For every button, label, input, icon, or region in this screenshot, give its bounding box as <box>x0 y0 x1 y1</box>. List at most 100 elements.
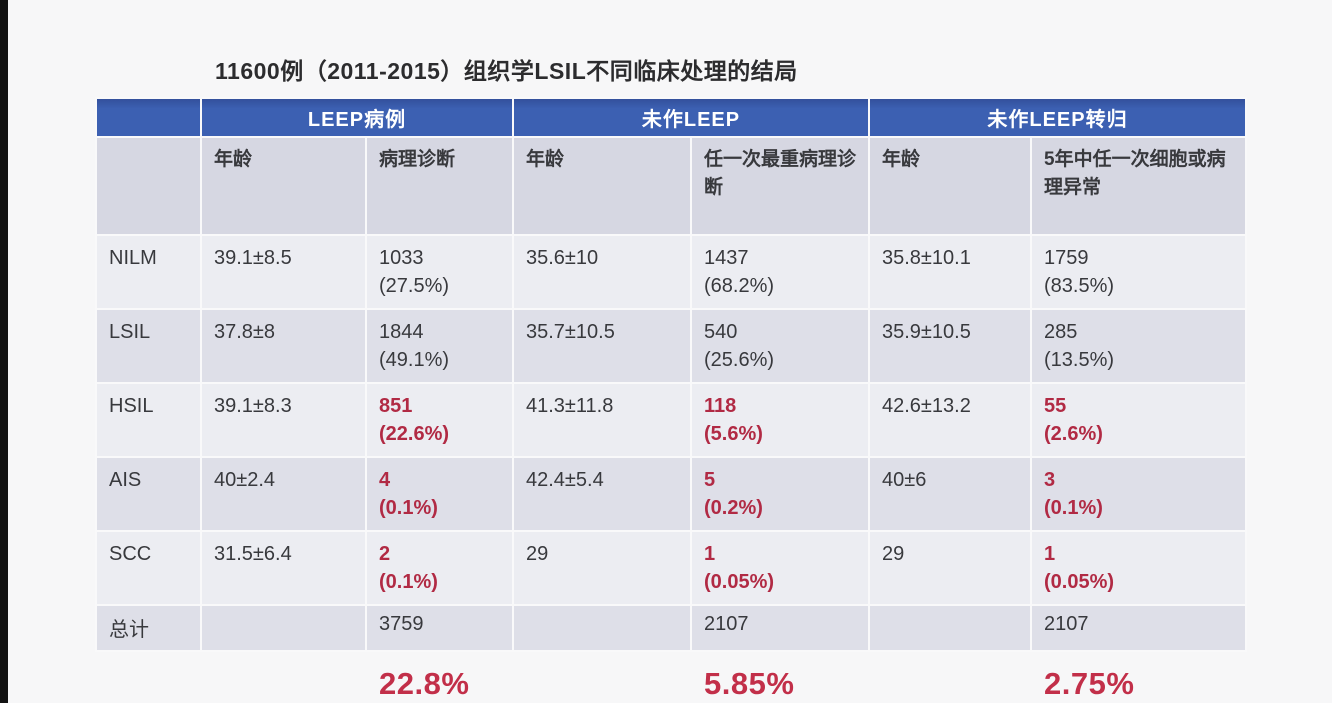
data-cell: 55 (2.6%) <box>1030 382 1247 458</box>
rate-cell <box>96 651 201 703</box>
cell-line: 42.6±13.2 <box>882 395 971 417</box>
data-cell: 39.1±8.5 <box>200 234 367 310</box>
subheader-cell: 5年中任一次细胞或病理异常 <box>1030 136 1247 236</box>
data-cell: 35.6±10 <box>512 234 692 310</box>
cell-line: 851 <box>379 395 413 417</box>
data-cell: 1 (0.05%) <box>1030 530 1247 606</box>
subheader-cell: 任一次最重病理诊断 <box>690 136 870 236</box>
table-body: NILM 39.1±8.5 1033 (27.5%) 35.6±10 1437 (68.2%… <box>95 234 1247 703</box>
subheader-cell: 病理诊断 <box>365 136 514 236</box>
cell-line: (13.5%) <box>1044 349 1115 371</box>
cell-line: 35.7±10.5 <box>526 321 615 343</box>
data-cell: 39.1±8.3 <box>200 382 367 458</box>
cell-line: 55 <box>1044 395 1067 417</box>
data-cell: 31.5±6.4 <box>200 530 367 606</box>
results-table: LEEP病例 未作LEEP 未作LEEP转归 年龄 病理诊断 年龄 任一次最重病理诊断 年龄 5… <box>95 97 1247 703</box>
cell-line: (0.1%) <box>379 571 438 593</box>
cell-line: 285 <box>1044 321 1078 343</box>
table-row: NILM 39.1±8.5 1033 (27.5%) 35.6±10 1437 (68.2%… <box>95 234 1247 310</box>
table-row: 总计 3759 2107 2107 <box>95 604 1247 652</box>
cell-line: 35.6±10 <box>526 247 599 269</box>
data-cell: 29 <box>868 530 1032 606</box>
cell-line: 35.8±10.1 <box>882 247 971 269</box>
data-cell: 285 (13.5%) <box>1030 308 1247 384</box>
data-cell <box>868 604 1032 652</box>
data-cell: 3759 <box>365 604 514 652</box>
cell-line: 39.1±8.3 <box>214 395 292 417</box>
data-cell: 41.3±11.8 <box>512 382 692 458</box>
data-cell: 40±2.4 <box>200 456 367 532</box>
data-cell: 42.6±13.2 <box>868 382 1032 458</box>
group-header-row: LEEP病例 未作LEEP 未作LEEP转归 <box>95 97 1247 138</box>
cell-line: 2 <box>379 543 391 565</box>
data-cell: 851 (22.6%) <box>365 382 514 458</box>
data-cell: 35.7±10.5 <box>512 308 692 384</box>
data-cell: 35.8±10.1 <box>868 234 1032 310</box>
cell-line: (49.1%) <box>379 349 450 371</box>
rate-cell: 2.75% <box>1031 651 1246 703</box>
rate-cell: 22.8% <box>366 651 513 703</box>
cell-line: 37.8±8 <box>214 321 276 343</box>
corner-cell <box>95 97 202 138</box>
data-cell: 540 (25.6%) <box>690 308 870 384</box>
cell-line: 29 <box>526 543 549 565</box>
data-cell <box>200 604 367 652</box>
rate-cell <box>513 651 691 703</box>
subheader-row: 年龄 病理诊断 年龄 任一次最重病理诊断 年龄 5年中任一次细胞或病理异常 <box>95 136 1247 236</box>
table-row: AIS 40±2.4 4 (0.1%) 42.4±5.4 5 (0.2%) 40±6 3 (0.1… <box>95 456 1247 532</box>
cell-line: (68.2%) <box>704 275 775 297</box>
cell-line: 540 <box>704 321 738 343</box>
cell-line: (0.1%) <box>379 497 438 519</box>
subheader-cell <box>95 136 202 236</box>
cell-line: (0.1%) <box>1044 497 1103 519</box>
subheader-cell: 年龄 <box>868 136 1032 236</box>
cell-line: 118 <box>704 395 737 417</box>
data-cell: 2107 <box>690 604 870 652</box>
cell-line: 3 <box>1044 469 1056 491</box>
rate-cell <box>869 651 1031 703</box>
data-cell: 1033 (27.5%) <box>365 234 514 310</box>
cell-line: (22.6%) <box>379 423 450 445</box>
data-cell: 2107 <box>1030 604 1247 652</box>
rate-cell <box>201 651 366 703</box>
rate-value: 2.75% <box>1044 666 1136 703</box>
cell-line: 2107 <box>704 613 749 635</box>
subheader-cell: 年龄 <box>200 136 367 236</box>
row-label: NILM <box>95 234 202 310</box>
table-row: LSIL 37.8±8 1844 (49.1%) 35.7±10.5 540 (25.6%)… <box>95 308 1247 384</box>
cell-line: 4 <box>379 469 391 491</box>
cell-line: (0.05%) <box>1044 571 1115 593</box>
cell-line: 3759 <box>379 613 424 635</box>
cell-line: (83.5%) <box>1044 275 1115 297</box>
table-row: HSIL 39.1±8.3 851 (22.6%) 41.3±11.8 118 (5.6%)… <box>95 382 1247 458</box>
cell-line: 1 <box>704 543 716 565</box>
group-header-cell: LEEP病例 <box>200 97 514 138</box>
cell-line: (2.6%) <box>1044 423 1103 445</box>
row-label: LSIL <box>95 308 202 384</box>
data-cell: 1759 (83.5%) <box>1030 234 1247 310</box>
left-edge-bar <box>0 0 8 703</box>
data-cell: 29 <box>512 530 692 606</box>
cell-line: (27.5%) <box>379 275 450 297</box>
cell-line: 42.4±5.4 <box>526 469 604 491</box>
rate-cell: 5.85% <box>691 651 869 703</box>
table-row: SCC 31.5±6.4 2 (0.1%) 29 1 (0.05%) 29 1 (0.05%) <box>95 530 1247 606</box>
cell-line: 1437 <box>704 247 749 269</box>
cell-line: 5 <box>704 469 716 491</box>
data-cell: 5 (0.2%) <box>690 456 870 532</box>
summary-rates-row: 22.8% 5.85% 2.75% <box>96 651 1246 703</box>
group-header-cell: 未作LEEP转归 <box>868 97 1247 138</box>
cell-line: (25.6%) <box>704 349 775 371</box>
cell-line: 1844 <box>379 321 424 343</box>
cell-line: 29 <box>882 543 905 565</box>
cell-line: 35.9±10.5 <box>882 321 971 343</box>
subheader-cell: 年龄 <box>512 136 692 236</box>
data-cell: 35.9±10.5 <box>868 308 1032 384</box>
cell-line: 31.5±6.4 <box>214 543 292 565</box>
slide-title: 11600例（2011-2015）组织学LSIL不同临床处理的结局 <box>215 58 798 84</box>
data-cell: 1844 (49.1%) <box>365 308 514 384</box>
data-cell: 3 (0.1%) <box>1030 456 1247 532</box>
cell-line: 40±6 <box>882 469 927 491</box>
row-label: SCC <box>95 530 202 606</box>
